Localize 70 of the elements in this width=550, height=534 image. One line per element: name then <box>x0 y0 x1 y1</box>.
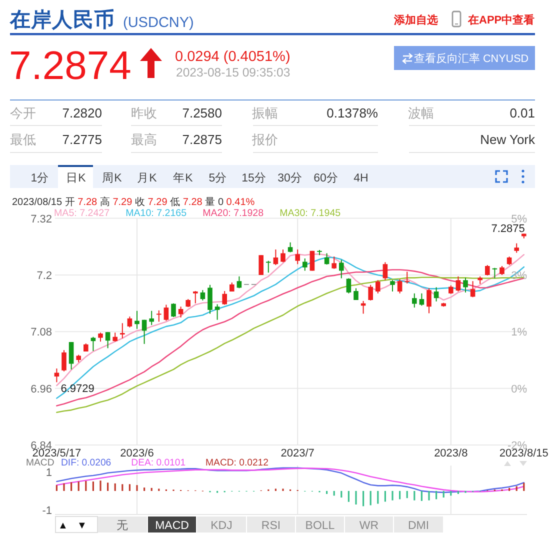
text: KDJ <box>210 520 232 532</box>
text: 1分 <box>30 172 50 184</box>
y-tick: 7.32 <box>30 213 52 226</box>
text: 7.29 <box>112 197 133 208</box>
text: 7.2580 <box>182 106 222 120</box>
chart-subtitle: (USDCNY) <box>123 15 194 31</box>
text: 周K <box>102 172 122 184</box>
text: RSI <box>261 520 281 532</box>
y-tick: 6.96 <box>30 383 52 396</box>
text: 今开 <box>10 106 36 120</box>
text: 月K <box>137 172 158 184</box>
text: 0.01 <box>510 106 535 120</box>
text: DMI <box>408 520 430 532</box>
text: 7.29 <box>148 197 168 208</box>
text: 4H <box>354 172 368 184</box>
text: 15分 <box>242 172 266 184</box>
text: 0.0294 (0.4051%) <box>175 49 290 65</box>
text: 最低 <box>10 132 36 147</box>
text: 2023/08/15 <box>12 197 62 208</box>
annotation: 7.2875 <box>491 223 525 236</box>
text: 7.28 <box>78 197 98 208</box>
text: 低 <box>170 197 180 208</box>
text: 报价 <box>251 132 278 147</box>
text: 0.1378% <box>326 106 378 120</box>
text: 开 <box>64 197 75 208</box>
y-tick: 7.08 <box>30 326 52 339</box>
text: 波幅 <box>408 106 434 120</box>
text: 2023-08-15 09:35:03 <box>176 66 290 80</box>
text: 5分 <box>208 172 228 184</box>
text: 查看反向汇率 CNYUSD <box>414 52 529 65</box>
text: MACD <box>155 520 189 532</box>
text: ▼ <box>77 520 87 532</box>
x-tick: 2023/5/17 <box>32 447 82 460</box>
text: BOLL <box>305 520 336 532</box>
x-tick: 2023/7 <box>280 447 314 460</box>
text: 年K <box>173 172 194 184</box>
text: 量 <box>205 197 216 208</box>
text: ▲ <box>58 520 68 532</box>
chart-title: 在岸人民币 <box>9 8 115 32</box>
text: 7.2874 <box>9 44 132 88</box>
chart-title: MACD <box>26 458 54 468</box>
legend: DIF: 0.0206 DEA: 0.0101 MACD: 0.0212 <box>61 458 268 468</box>
y2-tick: 0% <box>511 383 527 396</box>
y2-tick: 5% <box>511 213 527 226</box>
x-tick: 2023/8 <box>434 447 468 460</box>
y2-tick: 1% <box>511 326 527 339</box>
text: 昨收 <box>131 106 157 120</box>
text: 7.2820 <box>62 106 102 120</box>
text: 在APP中查看 <box>467 14 535 26</box>
text: 7.28 <box>182 197 203 208</box>
text: 振幅 <box>252 106 278 120</box>
text: WR <box>359 520 379 532</box>
text: 30分 <box>278 172 302 184</box>
text: 最高 <box>131 132 157 147</box>
y-tick: 7.2 <box>36 270 52 282</box>
text: 日K <box>66 172 86 184</box>
text: 60分 <box>314 172 338 184</box>
y-tick: 1 <box>46 467 52 480</box>
x-tick: 2023/6 <box>120 447 154 460</box>
text: 7.2875 <box>182 132 222 147</box>
y-tick: -1 <box>42 504 52 517</box>
text: 7.2775 <box>62 132 102 147</box>
text: 无 <box>116 519 128 532</box>
text: 高 <box>100 196 110 208</box>
text: 收 <box>135 197 145 208</box>
text: 0 <box>218 197 224 208</box>
legend: MA5: 7.2427 MA10: 7.2165 MA20: 7.1928 MA30: 7.1945 <box>54 208 341 219</box>
text: New York <box>480 132 536 147</box>
text: 添加自选 <box>393 14 438 26</box>
text: 0.41% <box>226 197 255 208</box>
